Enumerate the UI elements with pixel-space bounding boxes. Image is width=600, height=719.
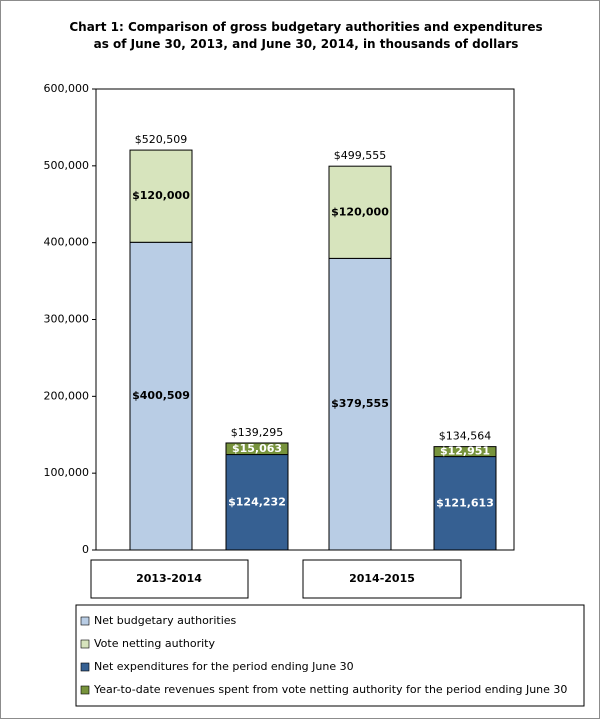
bar-segment [225,454,289,551]
bar-segment [433,456,497,551]
legend-swatch [80,639,90,649]
data-label: $12,951 [440,445,490,458]
total-label: $139,295 [231,426,284,439]
total-label: $499,555 [334,149,387,162]
data-label: $120,000 [132,189,190,202]
group-box [90,559,249,599]
group-label: 2014-2015 [349,572,415,585]
y-tick-label: 100,000 [44,466,90,479]
bar-segment [433,446,497,458]
legend-swatch [80,685,90,695]
legend-label: Vote netting authority [94,637,215,650]
total-label: $134,564 [439,430,492,443]
legend-swatch [80,616,90,626]
group-box [302,559,462,599]
bar-segment [129,149,193,243]
y-tick-label: 0 [82,543,89,556]
y-tick-label: 300,000 [44,313,90,326]
data-label: $400,509 [132,389,190,402]
legend-label: Net budgetary authorities [94,614,237,627]
y-tick-label: 400,000 [44,236,90,249]
y-tick-label: 500,000 [44,159,90,172]
total-label: $520,509 [135,133,188,146]
bar-segment [225,442,289,456]
data-label: $379,555 [331,397,389,410]
legend-label: Net expenditures for the period ending J… [94,660,354,673]
data-label: $120,000 [331,205,389,218]
legend-label: Year-to-date revenues spent from vote ne… [93,683,567,696]
chart-title: Chart 1: Comparison of gross budgetary a… [69,20,543,51]
data-label: $124,232 [228,495,286,508]
bar-segment [129,241,193,551]
y-tick-label: 200,000 [44,389,90,402]
data-label: $15,063 [232,442,282,455]
legend-box [75,604,585,707]
y-tick-label: 600,000 [44,82,90,95]
legend-swatch [80,662,90,672]
group-label: 2013-2014 [136,572,202,585]
bar-segment [328,165,392,259]
bar-segment [328,257,392,551]
data-label: $121,613 [436,496,494,509]
